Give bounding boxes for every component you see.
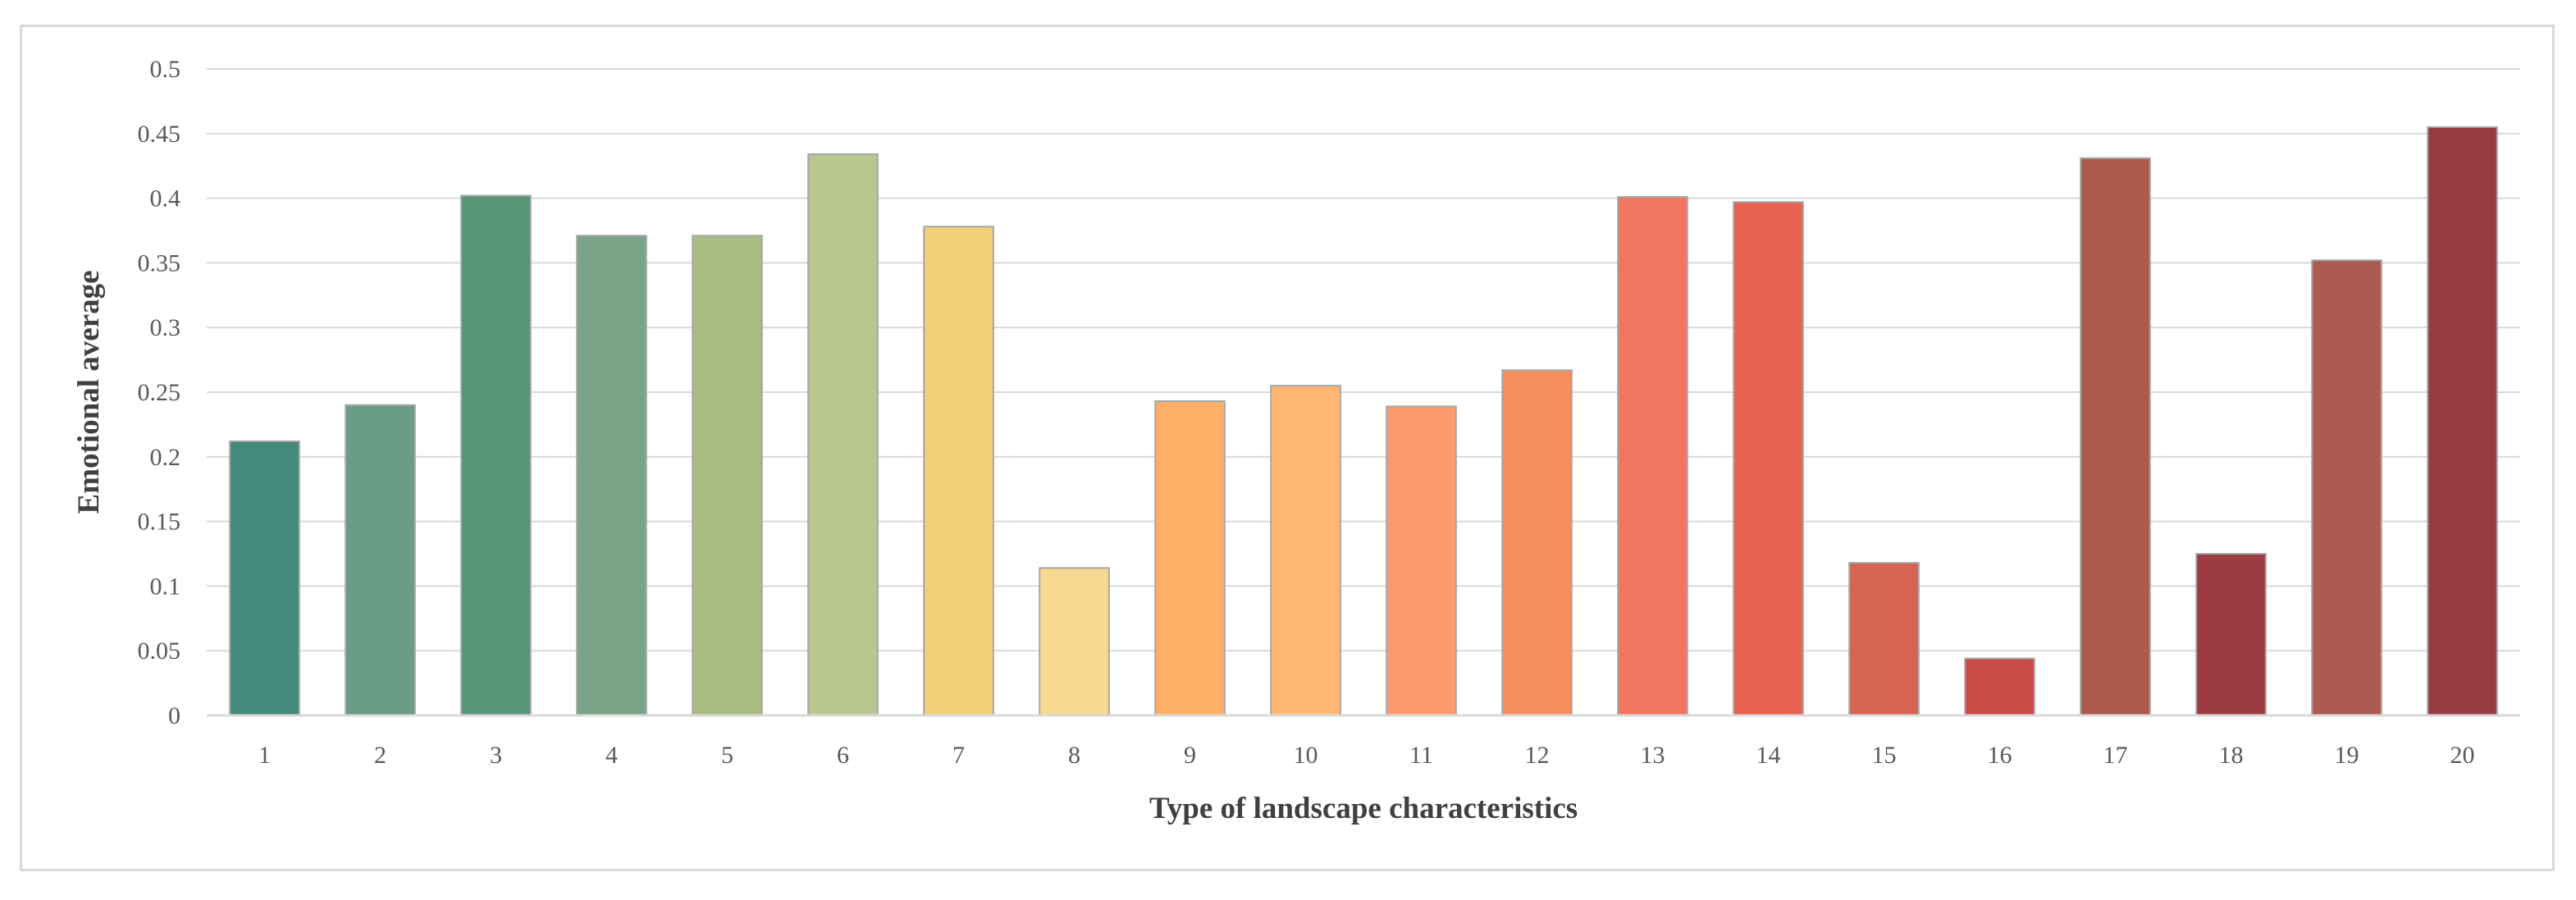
bar-14 [1733, 201, 1804, 716]
y-tick-label: 0.15 [138, 509, 181, 536]
y-tick-label: 0.1 [150, 573, 181, 600]
y-tick-label: 0.5 [150, 56, 181, 83]
y-tick-label: 0.25 [138, 379, 181, 406]
bar-4 [576, 235, 647, 716]
bar-11 [1386, 405, 1457, 716]
bar-16 [1964, 657, 2035, 717]
y-tick-labels: 0 0.05 0.1 0.15 0.2 0.25 0.3 0.35 0.4 0.45 0.5 [138, 56, 181, 729]
y-axis-title: Emotional average [72, 271, 106, 514]
x-tick-label: 17 [2103, 742, 2128, 769]
bar-6 [807, 153, 879, 717]
x-tick-labels: 1 2 3 4 5 6 7 8 9 10 11 12 13 14 15 16 17 18 19 20 [258, 742, 2475, 769]
bar-5 [692, 235, 763, 716]
bar-12 [1501, 369, 1573, 716]
x-tick-label: 11 [1409, 742, 1433, 769]
bar-2 [345, 404, 416, 716]
bar-9 [1154, 400, 1226, 716]
x-tick-label: 15 [1872, 742, 1897, 769]
x-tick-label: 13 [1641, 742, 1665, 769]
bar-17 [2080, 157, 2151, 716]
gridlines [207, 68, 2520, 652]
x-tick-label: 7 [952, 742, 965, 769]
y-tick-label: 0.35 [138, 249, 181, 276]
bar-3 [460, 194, 532, 716]
bar-20 [2427, 126, 2498, 717]
y-tick-label: 0.2 [150, 444, 181, 471]
x-tick-label: 18 [2219, 742, 2244, 769]
x-tick-label: 20 [2450, 742, 2475, 769]
bar-10 [1270, 385, 1341, 716]
x-tick-label: 19 [2335, 742, 2359, 769]
bar-15 [1848, 562, 1920, 716]
bar-13 [1617, 196, 1688, 717]
bars [229, 126, 2498, 717]
x-tick-label: 2 [374, 742, 386, 769]
x-tick-label: 5 [721, 742, 733, 769]
bar-1 [229, 440, 300, 716]
x-tick-label: 16 [1988, 742, 2012, 769]
y-tick-label: 0 [168, 702, 180, 729]
x-tick-label: 3 [490, 742, 502, 769]
bar-8 [1039, 567, 1110, 716]
y-tick-label: 0.4 [150, 185, 181, 212]
x-tick-label: 6 [837, 742, 849, 769]
x-axis-title: Type of landscape characteristics [1149, 792, 1578, 825]
bar-18 [2195, 553, 2267, 716]
x-tick-label: 8 [1068, 742, 1080, 769]
bar-19 [2311, 259, 2382, 716]
x-tick-label: 14 [1756, 742, 1781, 769]
x-tick-label: 10 [1294, 742, 1318, 769]
y-tick-label: 0.3 [150, 314, 181, 341]
x-tick-label: 4 [605, 742, 618, 769]
x-tick-label: 1 [258, 742, 271, 769]
y-tick-label: 0.45 [138, 121, 181, 148]
x-tick-label: 9 [1184, 742, 1196, 769]
x-tick-label: 12 [1525, 742, 1550, 769]
y-tick-label: 0.05 [138, 637, 181, 665]
bar-7 [923, 226, 994, 717]
